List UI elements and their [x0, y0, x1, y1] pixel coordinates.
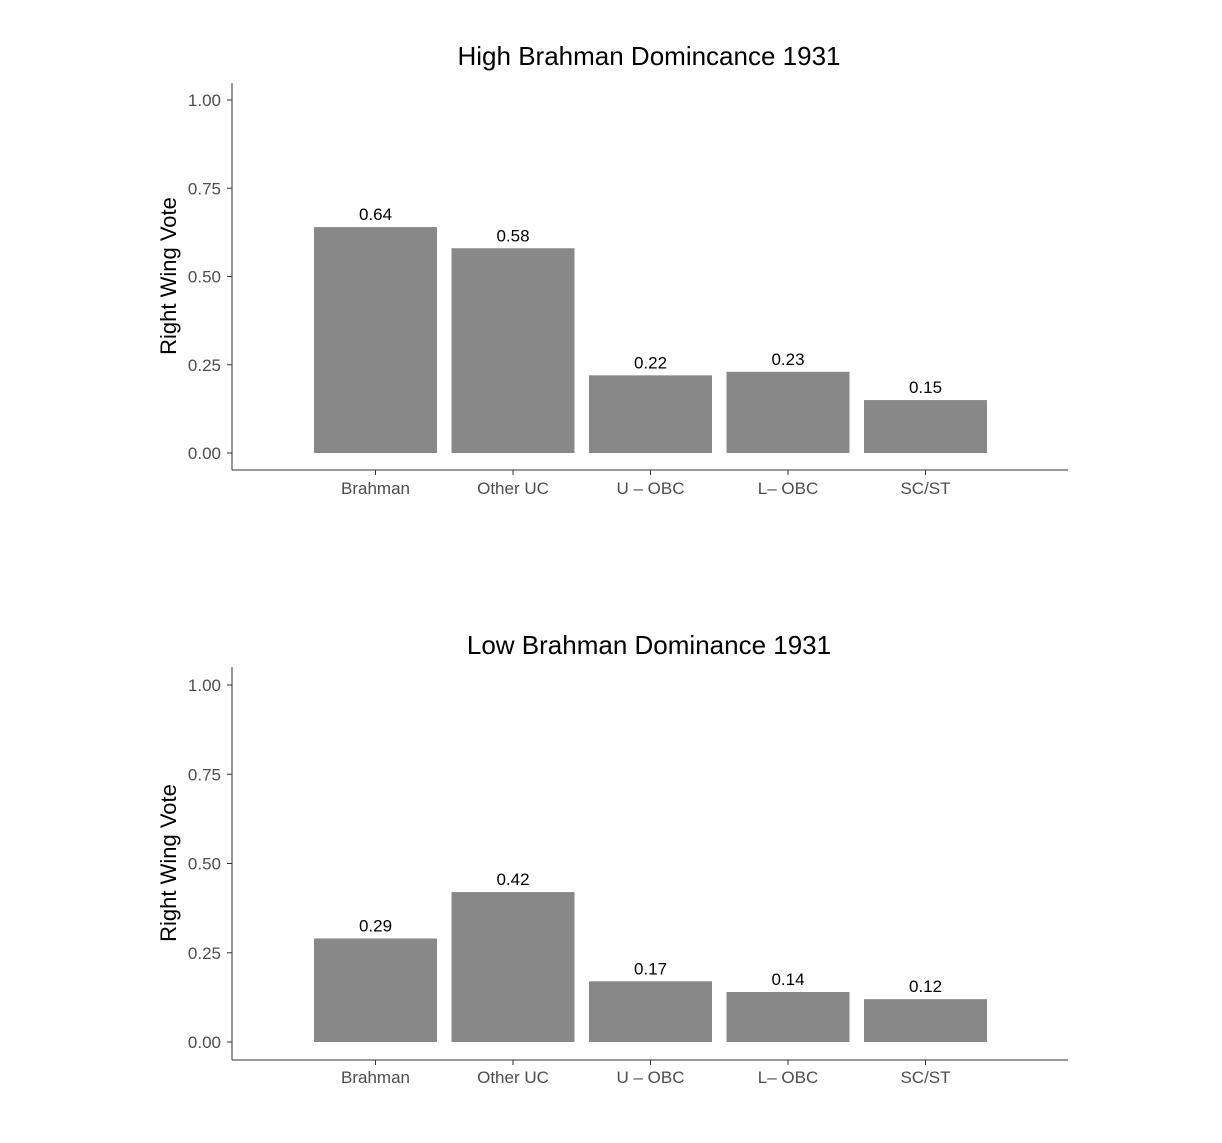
- bar: [589, 375, 712, 453]
- y-tick-label: 0.25: [188, 356, 221, 375]
- x-tick-label: SC/ST: [900, 479, 950, 498]
- x-tick-label: SC/ST: [900, 1068, 950, 1087]
- bar-value-label: 0.64: [359, 205, 392, 224]
- bar: [864, 400, 987, 453]
- y-tick-label: 0.75: [188, 179, 221, 198]
- bar: [864, 999, 987, 1042]
- y-axis-label: Right Wing Vote: [156, 784, 181, 942]
- chart-title: High Brahman Domincance 1931: [458, 41, 841, 71]
- y-tick-label: 0.50: [188, 268, 221, 287]
- x-tick-label: L– OBC: [758, 479, 818, 498]
- bar-value-label: 0.14: [771, 970, 804, 989]
- x-tick-label: U – OBC: [616, 479, 684, 498]
- bar: [726, 992, 850, 1042]
- bar: [451, 892, 575, 1042]
- y-tick-label: 0.50: [188, 855, 221, 874]
- y-axis-label: Right Wing Vote: [156, 197, 181, 355]
- bar-value-label: 0.17: [634, 959, 667, 978]
- bar: [314, 227, 437, 453]
- x-tick-label: Other UC: [477, 1068, 549, 1087]
- bar-value-label: 0.29: [359, 916, 392, 935]
- bar-value-label: 0.12: [909, 977, 942, 996]
- bar-value-label: 0.23: [771, 350, 804, 369]
- bar-value-label: 0.58: [496, 226, 529, 245]
- chart-title: Low Brahman Dominance 1931: [467, 630, 831, 660]
- y-tick-label: 0.00: [188, 444, 221, 463]
- chart-panel-2: Low Brahman Dominance 1931 Right Wing Vot…: [156, 630, 1068, 1087]
- bar-value-label: 0.42: [496, 870, 529, 889]
- y-tick-label: 0.75: [188, 765, 221, 784]
- x-tick-label: L– OBC: [758, 1068, 818, 1087]
- y-tick-label: 1.00: [188, 91, 221, 110]
- bar: [314, 938, 437, 1042]
- bar: [589, 981, 712, 1042]
- x-tick-label: Brahman: [341, 1068, 410, 1087]
- bar: [451, 248, 575, 453]
- bar-value-label: 0.15: [909, 378, 942, 397]
- x-tick-label: Other UC: [477, 479, 549, 498]
- x-tick-label: U – OBC: [616, 1068, 684, 1087]
- y-tick-label: 0.00: [188, 1033, 221, 1052]
- chart-panel-1: High Brahman Domincance 1931 Right Wing V…: [156, 41, 1068, 498]
- y-tick-label: 0.25: [188, 944, 221, 963]
- x-tick-label: Brahman: [341, 479, 410, 498]
- bar-value-label: 0.22: [634, 353, 667, 372]
- y-tick-label: 1.00: [188, 676, 221, 695]
- bar: [726, 371, 850, 453]
